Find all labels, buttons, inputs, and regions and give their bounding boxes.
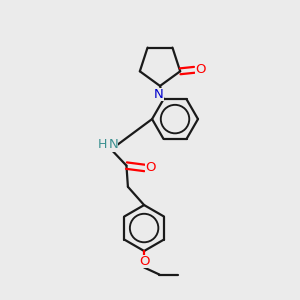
Text: H: H — [98, 139, 108, 152]
Text: O: O — [145, 161, 156, 175]
Text: N: N — [154, 88, 164, 101]
Text: N: N — [109, 139, 118, 152]
Text: O: O — [195, 63, 206, 76]
Text: O: O — [139, 255, 149, 268]
